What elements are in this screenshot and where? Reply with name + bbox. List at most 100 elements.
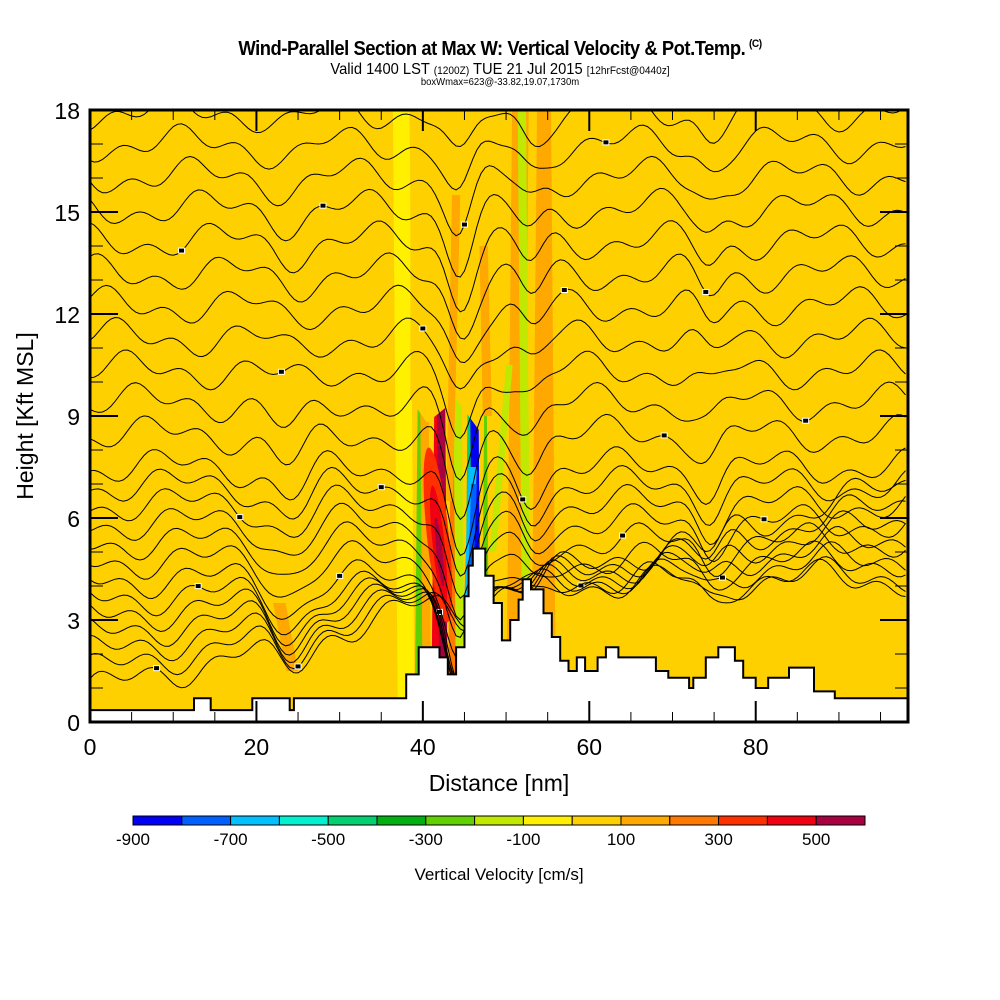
x-tick-label: 60 xyxy=(576,734,602,760)
isentrope xyxy=(90,521,906,639)
isentrope xyxy=(90,349,906,439)
y-tick-label: 15 xyxy=(54,200,80,226)
x-tick-label: 40 xyxy=(410,734,436,760)
isentrope xyxy=(90,558,906,680)
colorbar-cell xyxy=(327,815,378,826)
x-axis-label: Distance [nm] xyxy=(429,770,570,796)
colorbar-tick-label: 100 xyxy=(607,830,635,849)
valid-date: TUE 21 Jul 2015 xyxy=(473,61,583,78)
isentrope xyxy=(90,187,906,278)
colorbar-cell xyxy=(620,815,671,826)
forecast-info: [12hrFcst@0440z] xyxy=(586,65,670,77)
colorbar-cell xyxy=(669,815,720,826)
velocity-column xyxy=(551,110,590,722)
velocity-column xyxy=(231,110,280,722)
y-tick-label: 9 xyxy=(67,404,80,430)
velocity-column xyxy=(268,110,307,722)
isentrope xyxy=(90,494,906,676)
contour-label-mark xyxy=(277,368,285,375)
y-tick-label: 6 xyxy=(67,506,80,532)
colorbar-tick-label: -900 xyxy=(116,830,150,849)
isentrope xyxy=(90,483,906,599)
colorbar-tick-label: -700 xyxy=(214,830,248,849)
velocity-column xyxy=(617,110,656,722)
colorbar-cell xyxy=(571,815,622,826)
colorbar-tick-label: -100 xyxy=(506,830,540,849)
chart-title-text: Wind-Parallel Section at Max W: Vertical… xyxy=(238,38,746,60)
x-tick-label: 80 xyxy=(743,734,769,760)
copyright-mark: (C) xyxy=(748,38,762,50)
velocity-column xyxy=(692,110,723,722)
isentrope xyxy=(90,502,906,621)
velocity-column xyxy=(517,110,532,722)
colorbar-cell xyxy=(132,815,183,826)
colorbar-cell xyxy=(230,815,280,826)
contour-label-mark xyxy=(718,574,726,581)
isentrope xyxy=(90,123,906,191)
chart-subtitle: Valid 1400 LST (1200Z) TUE 21 Jul 2015 [… xyxy=(40,61,960,79)
colorbar-cell xyxy=(425,815,476,826)
colorbar-cell xyxy=(766,815,817,826)
contour-label-mark xyxy=(194,583,202,590)
contour-label-mark xyxy=(619,532,627,539)
y-axis-label: Height [Kft MSL] xyxy=(12,332,38,499)
contour-label-mark xyxy=(377,484,385,491)
contour-label-mark xyxy=(336,572,344,579)
contour-label-mark xyxy=(744,93,750,98)
colorbar-cell xyxy=(474,815,524,826)
y-axis: 0 3 6 9 12 15 18 xyxy=(54,98,908,736)
isentrope xyxy=(90,110,902,148)
velocity-column xyxy=(164,110,205,722)
terrain-profile xyxy=(90,547,908,722)
isentrope xyxy=(90,413,906,521)
contour-label-mark xyxy=(153,665,161,672)
isentrope xyxy=(90,155,906,237)
terrain xyxy=(90,547,908,722)
isentrope xyxy=(90,316,906,390)
velocity-column xyxy=(589,110,629,722)
y-tick-label: 18 xyxy=(54,98,80,124)
isentrope xyxy=(90,477,906,689)
colorbar-label: Vertical Velocity [cm/s] xyxy=(414,865,583,884)
x-tick-label: 20 xyxy=(244,734,270,760)
isentrope xyxy=(90,446,906,557)
colorbar-cell xyxy=(815,815,866,826)
velocity-column xyxy=(193,110,232,722)
colorbar-cell xyxy=(718,815,768,826)
colorbar-tick-label: -500 xyxy=(311,830,345,849)
velocity-column xyxy=(392,110,415,722)
contour-label-mark xyxy=(560,286,568,293)
contour-label-mark xyxy=(178,247,186,254)
velocity-column xyxy=(750,110,798,722)
velocity-column xyxy=(326,110,365,722)
isentrope xyxy=(90,284,906,364)
valid-time: Valid 1400 LST xyxy=(330,61,430,78)
isentrope xyxy=(90,556,906,690)
contour-label-mark xyxy=(294,663,302,670)
contour-label-mark xyxy=(602,139,610,146)
chart-title: Wind-Parallel Section at Max W: Vertical… xyxy=(40,38,960,61)
contour-label-mark xyxy=(802,417,810,424)
y-tick-label: 3 xyxy=(67,608,80,634)
contour-label-mark xyxy=(660,432,668,439)
contour-label-mark xyxy=(319,202,327,209)
isentrope xyxy=(90,220,906,313)
colorbar-cell xyxy=(522,815,573,826)
x-axis: 0 20 40 60 80 xyxy=(84,110,882,760)
velocity-column xyxy=(833,110,908,722)
colorbar-tick-label: 300 xyxy=(704,830,732,849)
updraft-streak xyxy=(446,195,461,501)
colorbar-tick-label: -300 xyxy=(409,830,443,849)
contour-label-mark xyxy=(760,516,768,523)
y-tick-label: 12 xyxy=(54,302,80,328)
colorbar: -900 -700 -500 -300 -100 100 300 500 xyxy=(116,815,866,849)
contour-label-mark xyxy=(236,514,244,521)
colorbar-cell xyxy=(181,815,232,826)
contour-label-mark xyxy=(419,325,427,332)
updraft-streak xyxy=(479,246,492,416)
y-tick-label: 0 xyxy=(67,710,80,736)
boxwmax-info: boxWmax=623@-33.82,19.07,1730m xyxy=(420,77,580,88)
colorbar-tick-label: 500 xyxy=(802,830,830,849)
colorbar-cell xyxy=(376,815,427,826)
